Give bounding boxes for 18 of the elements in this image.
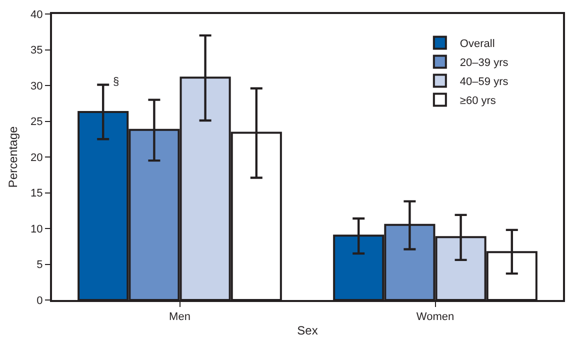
x-axis-title: Sex [297, 324, 318, 338]
y-tick-label: 35 [30, 44, 43, 57]
y-tick-label: 0 [36, 294, 43, 307]
y-tick-label: 5 [36, 259, 43, 272]
y-axis-title: Percentage [6, 126, 20, 188]
x-tick-label: Men [169, 311, 190, 324]
y-tick-label: 25 [30, 116, 43, 128]
y-tick-label: 30 [30, 80, 43, 92]
legend-label: 20–39 yrs [460, 57, 509, 70]
y-tick-label: 15 [30, 188, 43, 200]
annotation: § [113, 76, 120, 88]
y-tick-label: 20 [30, 152, 43, 164]
y-tick-label: 10 [30, 223, 43, 236]
legend-label: Overall [460, 38, 495, 50]
legend-label: ≥60 yrs [460, 95, 496, 108]
x-tick-label: Women [416, 311, 454, 324]
y-tick-label: 40 [30, 8, 43, 21]
legend-label: 40–59 yrs [460, 76, 509, 88]
